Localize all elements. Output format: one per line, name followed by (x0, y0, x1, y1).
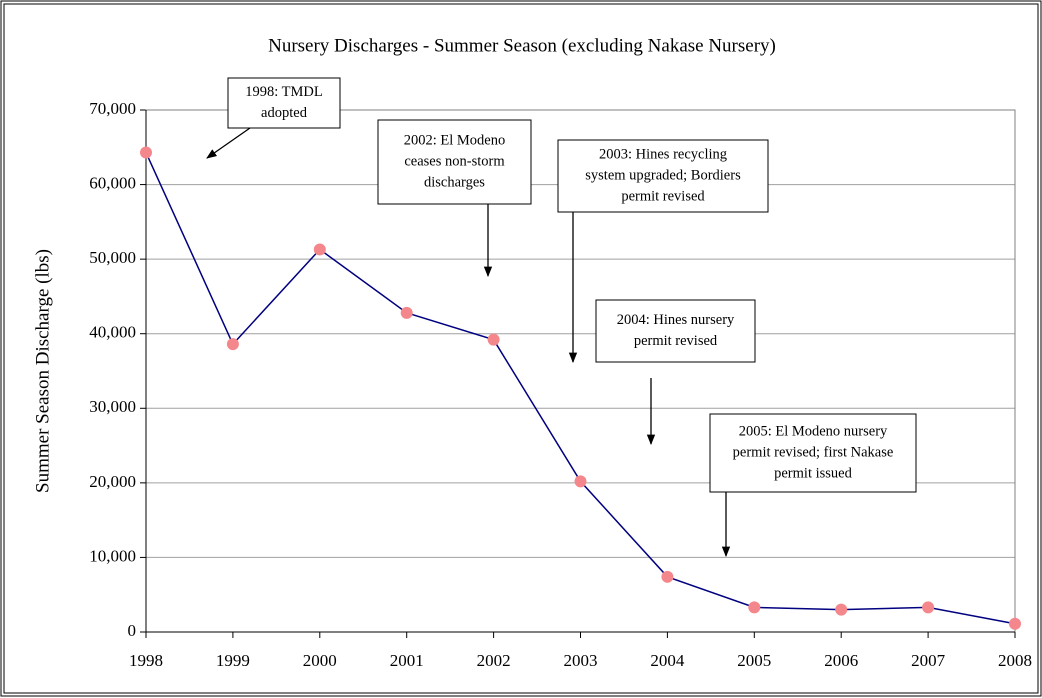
annotation-text: ceases non-storm (404, 153, 505, 169)
y-tick-label: 40,000 (89, 323, 136, 342)
y-tick-label: 10,000 (89, 546, 136, 565)
annotation-box (227, 77, 341, 129)
y-tick-label: 60,000 (89, 173, 136, 192)
annotation-text: permit revised (621, 188, 705, 204)
annotation-box (557, 139, 769, 213)
chart-title: Nursery Discharges - Summer Season (excl… (268, 35, 776, 56)
data-point (574, 475, 587, 488)
y-tick-label: 50,000 (89, 248, 136, 267)
x-tick-label: 2007 (911, 651, 946, 670)
x-tick-label: 2002 (477, 651, 511, 670)
data-point (661, 570, 674, 583)
annotation-text: adopted (261, 105, 308, 121)
annotation-box (377, 119, 532, 205)
annotation-text: permit issued (774, 465, 852, 481)
annotation-text: system upgraded; Bordiers (585, 167, 741, 183)
annotation-box (595, 299, 756, 363)
x-tick-label: 2003 (564, 651, 598, 670)
data-point (748, 601, 761, 614)
annotation-text: permit revised; first Nakase (733, 444, 894, 460)
annotation-text: 2005: El Modeno nursery (739, 423, 888, 439)
data-point (226, 338, 239, 351)
annotation-text: 1998: TMDL (245, 84, 322, 100)
x-tick-label: 2008 (998, 651, 1032, 670)
annotation-text: 2003: Hines recycling (599, 146, 727, 162)
y-tick-label: 20,000 (89, 472, 136, 491)
data-point (140, 146, 152, 159)
data-point (400, 306, 413, 319)
data-point (922, 601, 935, 614)
x-tick-label: 1999 (216, 651, 250, 670)
x-tick-label: 2004 (650, 651, 685, 670)
x-tick-label: 2001 (390, 651, 424, 670)
data-point (1009, 617, 1021, 630)
frame-inner (3, 3, 1039, 694)
y-tick-label: 30,000 (89, 397, 136, 416)
data-point (487, 333, 500, 346)
annotation-arrow (206, 127, 251, 159)
series-line (145, 152, 1016, 625)
y-axis-label: Summer Season Discharge (lbs) (32, 249, 53, 493)
annotation-text: 2004: Hines nursery (617, 312, 735, 328)
annotation-text: 2002: El Modeno (404, 132, 506, 148)
y-tick-label: 70,000 (89, 99, 136, 118)
annotation-text: permit revised (634, 333, 718, 349)
x-tick-label: 2005 (737, 651, 771, 670)
data-point (835, 603, 848, 616)
annotation-box (709, 413, 917, 493)
annotation-text: discharges (424, 174, 485, 190)
data-point (313, 243, 326, 256)
y-tick-label: 0 (128, 621, 137, 640)
x-tick-label: 2000 (303, 651, 337, 670)
x-tick-label: 1998 (129, 651, 163, 670)
x-tick-label: 2006 (824, 651, 858, 670)
